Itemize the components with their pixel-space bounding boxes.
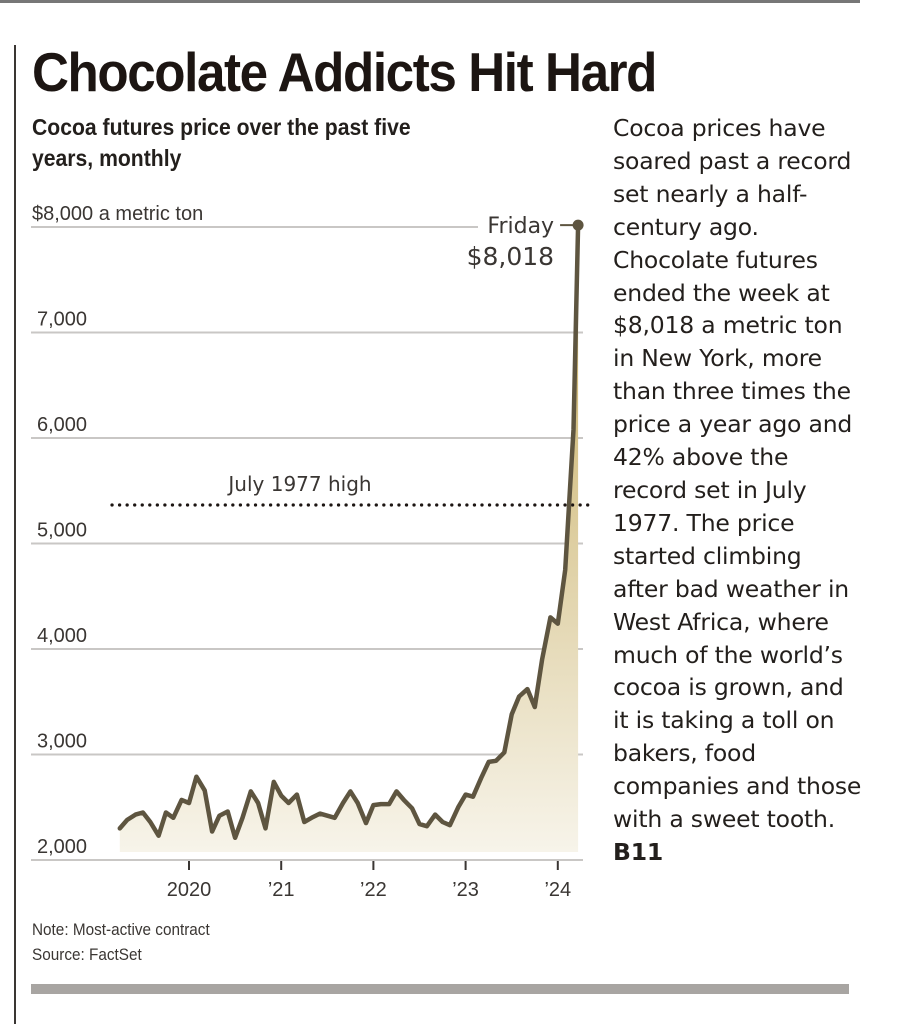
- article-blurb: Cocoa prices have soared past a record s…: [613, 112, 863, 869]
- x-tick-label-2021: ’21: [268, 879, 295, 901]
- chart-subtitle: Cocoa futures price over the past five y…: [32, 114, 411, 171]
- y-axis-labels: 2,000 3,000 4,000 5,000 6,000 7,000 $8,000 a m…: [32, 203, 203, 858]
- blurb-text: Cocoa prices have soared past a record s…: [613, 114, 862, 834]
- reference-line-label: July 1977 high: [226, 472, 371, 496]
- reference-line-group: July 1977 high: [110, 472, 592, 507]
- source-text: Source: FactSet: [32, 945, 142, 964]
- y-tick-label-3000: 3,000: [37, 731, 87, 753]
- bottom-rule: [31, 984, 849, 994]
- y-tick-label-4000: 4,000: [37, 625, 87, 647]
- headline: Chocolate Addicts Hit Hard: [32, 41, 657, 103]
- annotation-day-label: Friday: [487, 214, 554, 239]
- y-tick-label-7000: 7,000: [37, 309, 87, 331]
- top-rule: [0, 0, 860, 3]
- price-line: [117, 222, 581, 841]
- x-tick-label-2020: 2020: [167, 879, 212, 901]
- grid-layer: [31, 226, 583, 861]
- y-tick-label-6000: 6,000: [37, 414, 87, 436]
- x-tick-label-2024: ’24: [544, 879, 571, 901]
- annotation-group: Friday $8,018: [467, 214, 584, 271]
- x-axis: 2020 ’21 ’22 ’23 ’24: [167, 861, 571, 901]
- annotation-price-label: $8,018: [467, 242, 554, 271]
- y-tick-label-2000: 2,000: [37, 836, 87, 858]
- price-area-fill: [119, 225, 579, 853]
- end-point-marker: [572, 219, 584, 231]
- footnote: Note: Most-active contract Source: FactS…: [32, 917, 210, 967]
- y-tick-label-5000: 5,000: [37, 520, 87, 542]
- note-text: Note: Most-active contract: [32, 920, 210, 939]
- x-tick-label-2023: ’23: [452, 879, 479, 901]
- y-tick-label-8000: $8,000 a metric ton: [32, 203, 203, 225]
- left-rule: [14, 45, 16, 1024]
- x-tick-label-2022: ’22: [360, 879, 387, 901]
- page-reference[interactable]: B11: [613, 837, 664, 866]
